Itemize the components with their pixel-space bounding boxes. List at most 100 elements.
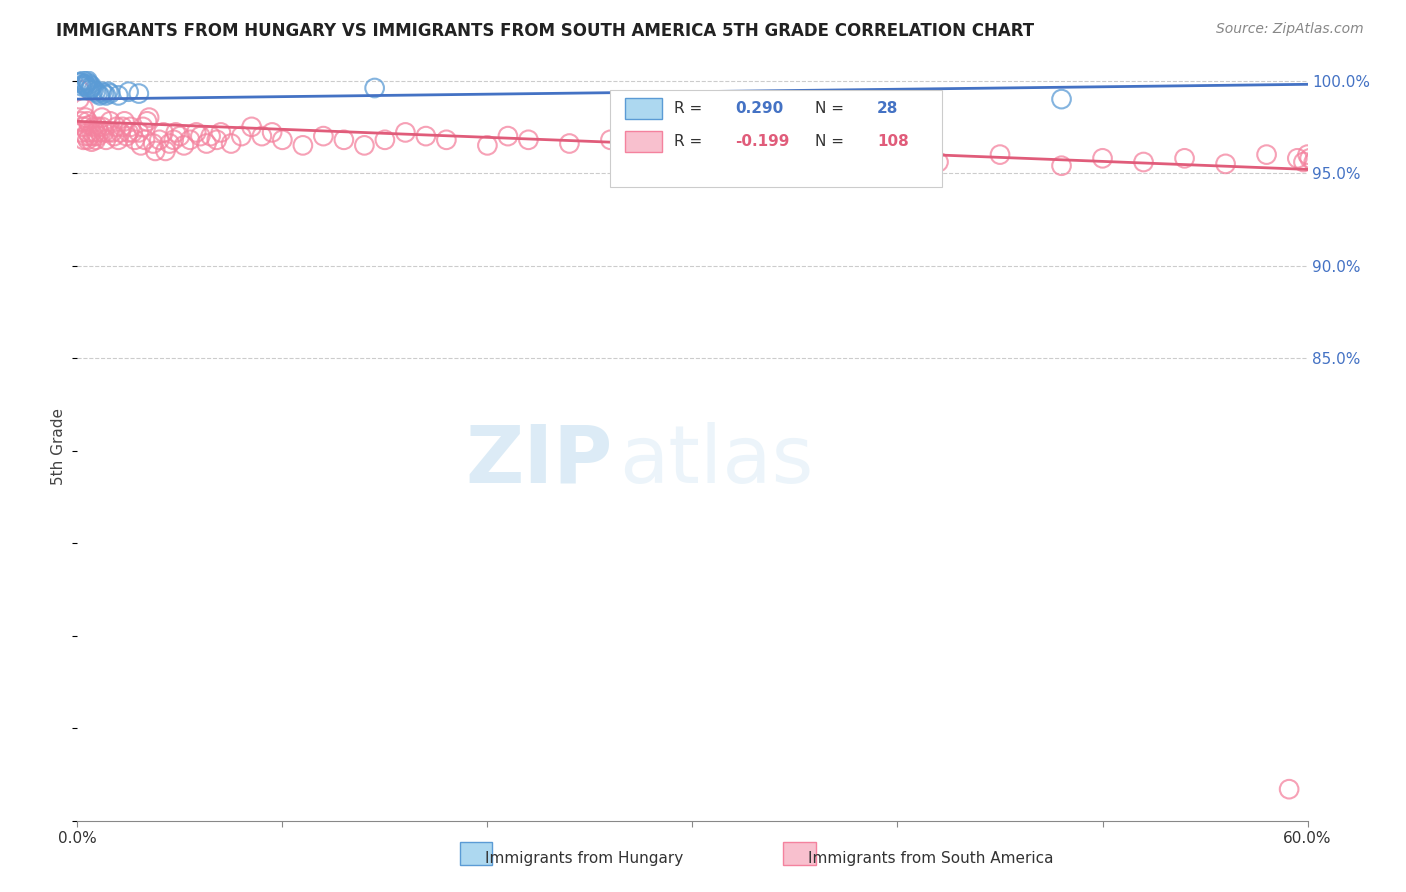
Point (93, 87, 115, 101)
Point (97, 125, 120, 139)
Text: R =: R = (673, 101, 707, 116)
Point (70, 125, 93, 139)
Point (1313, 147, 1336, 161)
Point (142, 136, 165, 151)
Point (90, 85, 114, 99)
Point (80, 125, 103, 139)
Point (90, 111, 114, 125)
Point (240, 120, 263, 134)
Point (128, 87, 150, 101)
FancyBboxPatch shape (610, 90, 942, 187)
Point (124, 133, 146, 147)
Point (394, 125, 416, 139)
Point (163, 133, 186, 147)
Point (117, 125, 139, 139)
Text: N =: N = (815, 101, 849, 116)
Point (89, 125, 111, 139)
Point (101, 125, 124, 139)
Point (640, 138, 662, 153)
Point (886, 144, 908, 158)
Text: N =: N = (815, 134, 849, 149)
Point (250, 129, 273, 144)
Point (558, 136, 581, 151)
Point (209, 125, 232, 139)
Point (723, 149, 745, 163)
Point (363, 81, 385, 95)
Point (80, 79, 103, 94)
Point (599, 133, 621, 147)
Point (353, 138, 375, 153)
Point (79, 118, 101, 132)
Point (1050, 159, 1073, 173)
Point (188, 129, 212, 144)
Point (1050, 92, 1073, 106)
Point (87, 120, 110, 134)
Point (845, 151, 868, 165)
Point (496, 129, 519, 144)
Point (1309, 151, 1331, 165)
Point (200, 129, 222, 144)
Point (114, 114, 136, 128)
Point (120, 120, 142, 134)
Point (97, 85, 120, 99)
Point (83, 83, 105, 97)
Point (70, 79, 93, 94)
Point (75, 79, 97, 94)
Point (98, 114, 121, 128)
Point (84, 133, 107, 147)
Point (75, 111, 97, 125)
Point (271, 133, 294, 147)
Point (1306, 147, 1329, 161)
Point (1132, 155, 1154, 169)
Point (1298, 151, 1320, 165)
Point (179, 133, 201, 147)
Point (117, 85, 139, 99)
Point (143, 144, 166, 158)
Point (517, 133, 540, 147)
Point (138, 111, 160, 125)
Point (1278, 782, 1301, 797)
Point (83, 129, 105, 144)
Point (94, 133, 117, 147)
Text: 108: 108 (877, 134, 908, 149)
Text: ZIP: ZIP (465, 422, 613, 500)
Point (1292, 155, 1315, 169)
Point (75, 78, 97, 92)
Point (75, 129, 97, 144)
Point (79, 129, 101, 144)
Point (72, 78, 94, 92)
Point (1286, 151, 1309, 165)
Point (682, 144, 704, 158)
Point (76, 114, 98, 128)
Point (72, 120, 94, 134)
Point (312, 129, 335, 144)
Point (87, 87, 110, 101)
Point (70, 75, 93, 89)
Point (93, 125, 115, 139)
Point (89, 88, 111, 103)
Point (132, 120, 155, 134)
Point (1310, 157, 1333, 171)
Point (1302, 155, 1324, 169)
Point (76, 73, 98, 87)
Point (173, 138, 195, 153)
Point (67, 75, 90, 89)
Point (1296, 147, 1319, 161)
Text: 28: 28 (877, 101, 898, 116)
Point (148, 133, 170, 147)
Point (72, 73, 94, 87)
FancyBboxPatch shape (624, 97, 662, 119)
Point (219, 136, 242, 151)
Text: Source: ZipAtlas.com: Source: ZipAtlas.com (1216, 22, 1364, 37)
Point (121, 125, 143, 139)
Point (98, 87, 121, 101)
Point (374, 133, 396, 147)
Y-axis label: 5th Grade: 5th Grade (51, 408, 66, 484)
Text: Immigrants from Hungary: Immigrants from Hungary (485, 851, 683, 865)
Point (783, 144, 806, 158)
Text: 0.290: 0.290 (735, 101, 783, 116)
Point (231, 129, 253, 144)
Point (115, 129, 138, 144)
Point (186, 125, 208, 139)
Point (84, 125, 107, 139)
